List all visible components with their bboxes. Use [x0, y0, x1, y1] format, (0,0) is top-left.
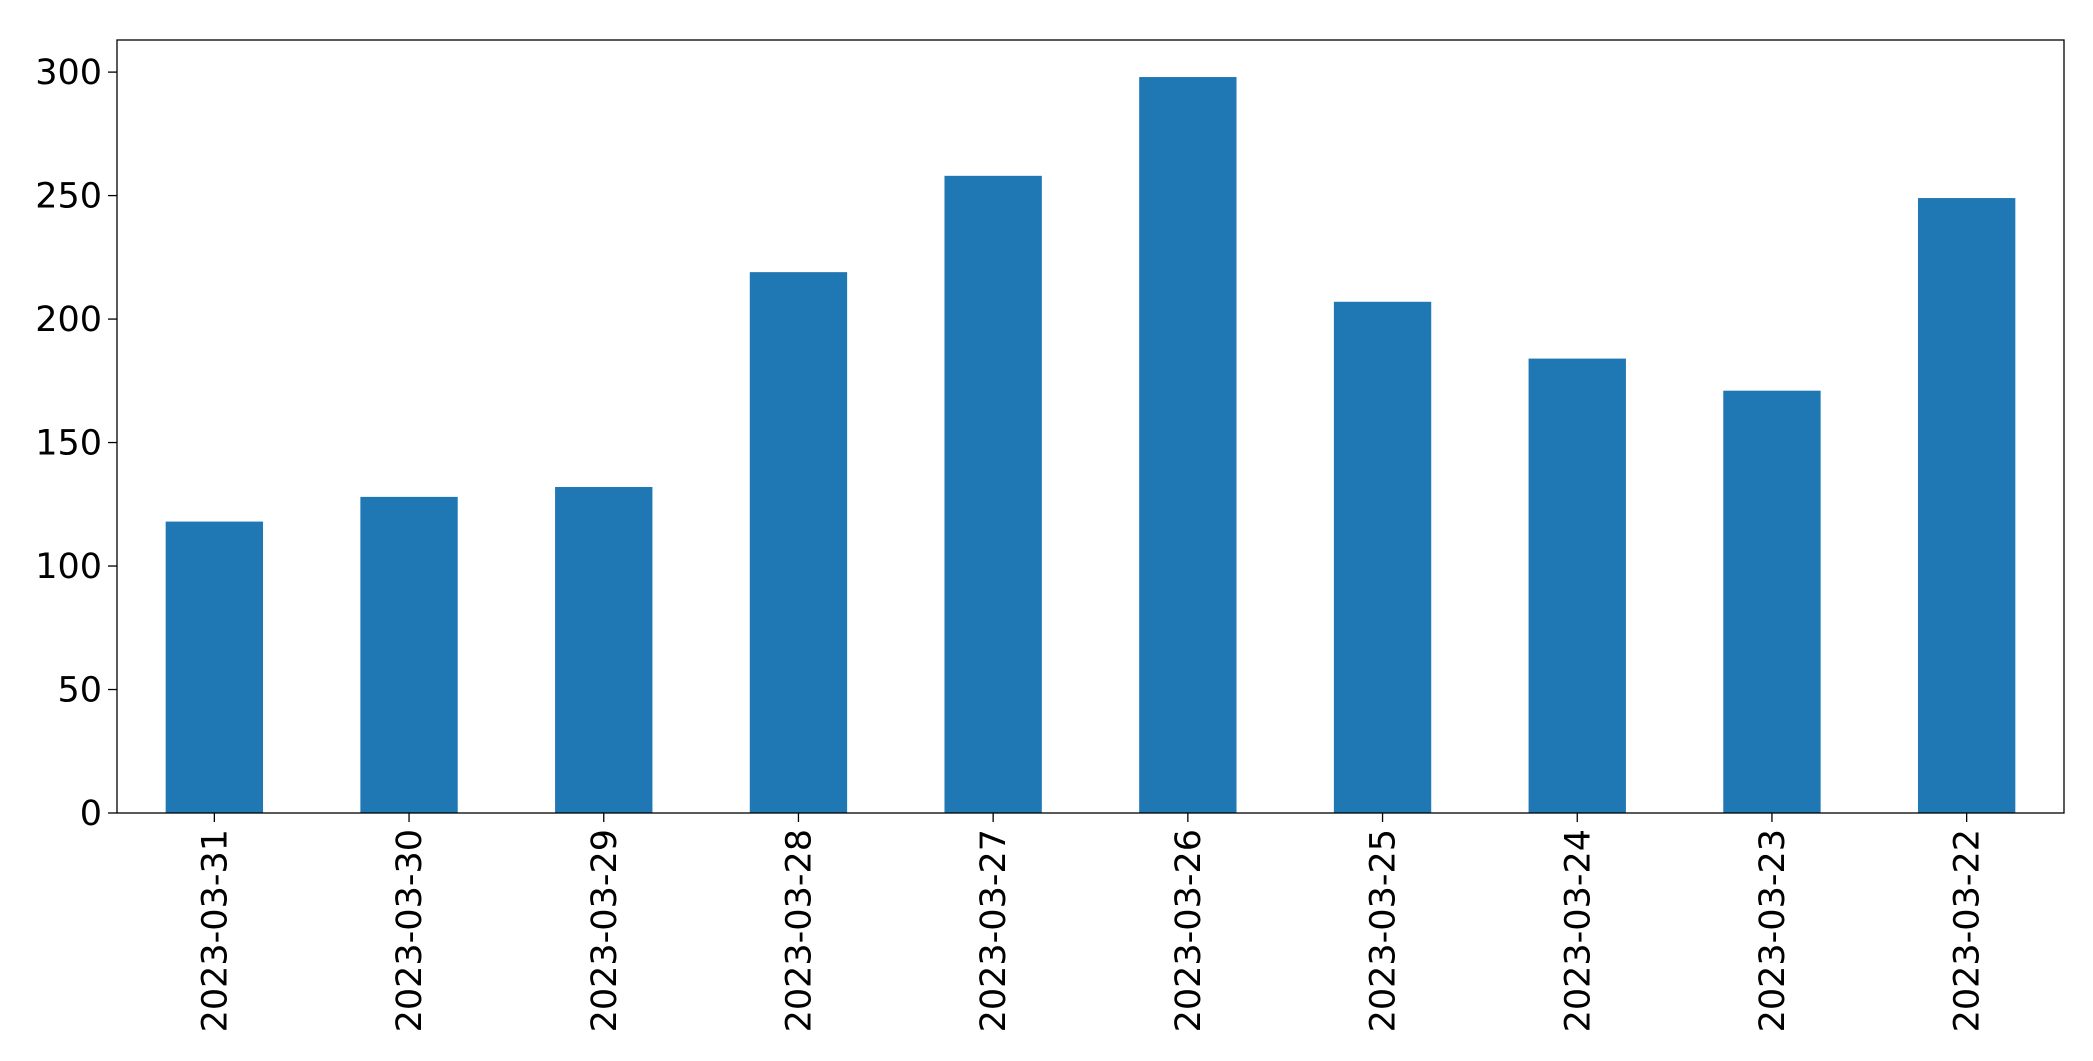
y-tick-label: 200 — [35, 300, 102, 340]
bar — [1723, 390, 1821, 813]
bar — [1528, 358, 1626, 813]
x-tick-label: 2023-03-26 — [1169, 829, 1209, 1032]
y-tick-label: 100 — [35, 547, 102, 587]
plot-frame — [116, 39, 2065, 814]
bar — [360, 496, 458, 813]
bar — [1917, 198, 2016, 814]
y-tick-label: 150 — [35, 424, 102, 464]
y-tick-label: 0 — [80, 794, 102, 834]
y-tick-label: 50 — [57, 671, 102, 711]
x-tick-label: 2023-03-25 — [1364, 829, 1404, 1032]
x-tick-label: 2023-03-29 — [585, 829, 625, 1032]
x-tick-label: 2023-03-28 — [779, 829, 819, 1032]
y-tick-label: 250 — [35, 177, 102, 217]
x-tick-label: 2023-03-31 — [195, 829, 235, 1032]
bar — [165, 521, 264, 813]
x-tick-label: 2023-03-23 — [1753, 829, 1793, 1032]
bar — [1139, 77, 1237, 813]
x-tick-label: 2023-03-30 — [390, 829, 430, 1032]
bar — [749, 272, 848, 813]
x-tick-label: 2023-03-22 — [1948, 829, 1988, 1032]
bar — [555, 487, 653, 813]
bar — [1333, 301, 1432, 813]
x-tick-label: 2023-03-24 — [1558, 829, 1598, 1032]
x-tick-label: 2023-03-27 — [974, 829, 1014, 1032]
y-tick-label: 300 — [35, 53, 102, 93]
bar — [944, 175, 1042, 813]
